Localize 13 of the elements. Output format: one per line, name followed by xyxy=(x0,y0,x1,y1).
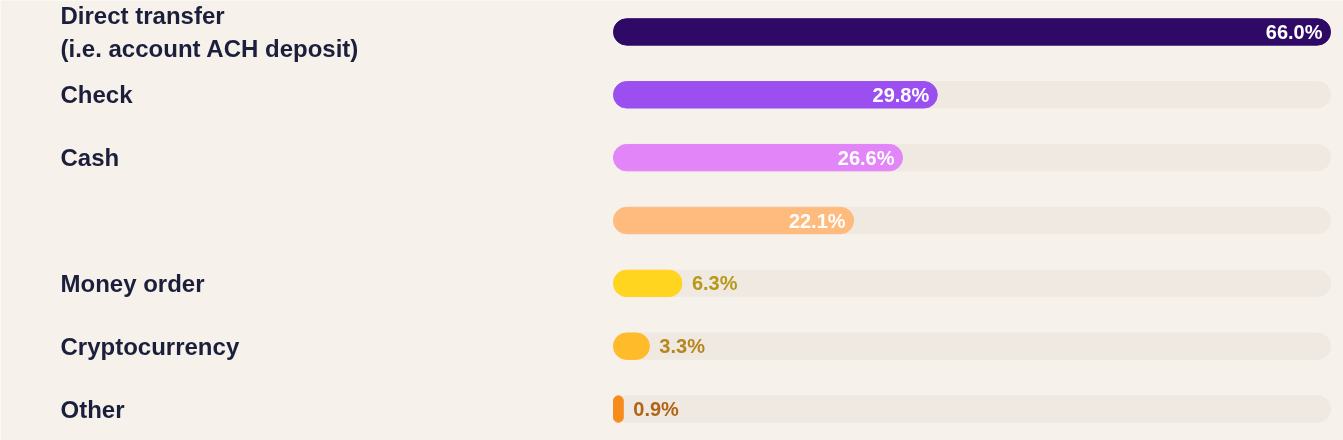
data-label: 3.3% xyxy=(659,335,706,358)
data-label: 26.6% xyxy=(837,146,895,169)
y-tick-label: Cash xyxy=(60,144,120,172)
data-label: 0.9% xyxy=(633,398,680,421)
data-label: 22.1% xyxy=(788,209,846,232)
data-label: 6.3% xyxy=(691,272,738,295)
y-tick-label: Check xyxy=(60,81,134,109)
y-tick-label: Cryptocurrency xyxy=(60,332,240,360)
y-tick-label: Direct transfer (i.e. account ACH deposit) xyxy=(60,1,359,63)
data-label: 66.0% xyxy=(1265,20,1323,43)
y-tick-label: Other xyxy=(60,395,125,423)
y-tick-label: Money order xyxy=(60,269,205,297)
data-label: 29.8% xyxy=(872,83,930,106)
